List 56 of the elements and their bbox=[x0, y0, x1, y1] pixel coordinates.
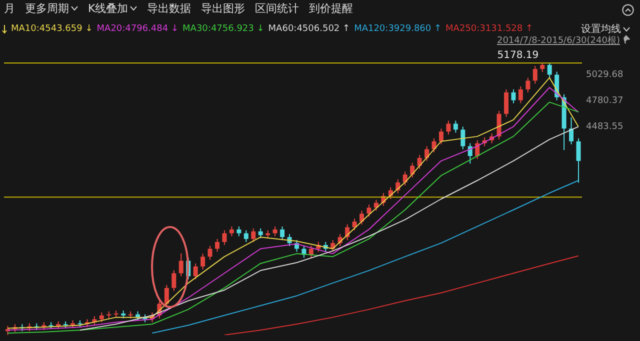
text: 导出图形 bbox=[201, 1, 246, 16]
candlestick bbox=[417, 154, 422, 170]
text: 4780.37 bbox=[586, 96, 624, 106]
text: MA120:3929.860 ↑ bbox=[354, 24, 442, 34]
candlestick bbox=[214, 238, 220, 252]
candlestick bbox=[547, 63, 552, 78]
candlestick bbox=[526, 77, 530, 93]
candlestick bbox=[308, 245, 314, 258]
text: 区间统计 bbox=[255, 1, 300, 16]
candlestick bbox=[460, 126, 466, 150]
chart-subtitle: 2014/7/8-2015/6/30(240根) bbox=[496, 34, 620, 47]
text: MA60:4506.502 ↑ bbox=[268, 24, 350, 34]
candlestick bbox=[569, 116, 574, 145]
candlestick bbox=[352, 218, 357, 231]
candlestick bbox=[402, 171, 408, 186]
text: MA20:4796.484 ↓ bbox=[96, 24, 179, 34]
candlestick bbox=[366, 204, 372, 218]
candlestick bbox=[99, 312, 104, 323]
text: MA250:3131.528 ↑ bbox=[446, 24, 534, 34]
text: 导出数据 bbox=[147, 1, 192, 16]
text: 到价提醒 bbox=[309, 1, 354, 16]
candlestick bbox=[178, 252, 184, 277]
text: 设置均线 bbox=[581, 22, 622, 36]
candlestick bbox=[280, 226, 285, 241]
text: MA30:4756.923 ↓ bbox=[182, 24, 264, 34]
candlestick bbox=[576, 138, 581, 184]
text: 4483.55 bbox=[586, 122, 624, 132]
candlestick bbox=[251, 228, 256, 242]
candlestick bbox=[222, 230, 227, 246]
candlestick bbox=[504, 88, 508, 118]
candlestick bbox=[236, 226, 242, 237]
candlestick bbox=[453, 120, 458, 134]
candlestick bbox=[193, 262, 198, 280]
candlestick bbox=[496, 110, 502, 140]
candlestick bbox=[424, 146, 430, 162]
candlestick bbox=[532, 65, 538, 84]
text: 更多周期 bbox=[25, 1, 70, 16]
candlestick bbox=[200, 253, 206, 270]
candlestick bbox=[511, 88, 516, 104]
candlestick bbox=[164, 284, 169, 308]
candlestick bbox=[172, 270, 176, 292]
candlestick bbox=[208, 245, 212, 260]
text: 月 bbox=[4, 1, 15, 16]
candlestick bbox=[438, 128, 444, 145]
candlestick bbox=[468, 142, 472, 164]
candlestick bbox=[272, 226, 278, 237]
candlestick bbox=[518, 86, 523, 104]
text: 5029.68 bbox=[586, 70, 624, 80]
candlestick bbox=[359, 210, 364, 226]
candlestick bbox=[244, 230, 248, 242]
candlestick bbox=[446, 120, 451, 136]
candlestick bbox=[258, 228, 263, 239]
text: 5178.19 bbox=[497, 50, 539, 61]
text: K线叠加 bbox=[88, 1, 130, 16]
candlestick bbox=[229, 226, 234, 237]
legend-label: MA10:4543.659 ↓ bbox=[11, 24, 93, 34]
